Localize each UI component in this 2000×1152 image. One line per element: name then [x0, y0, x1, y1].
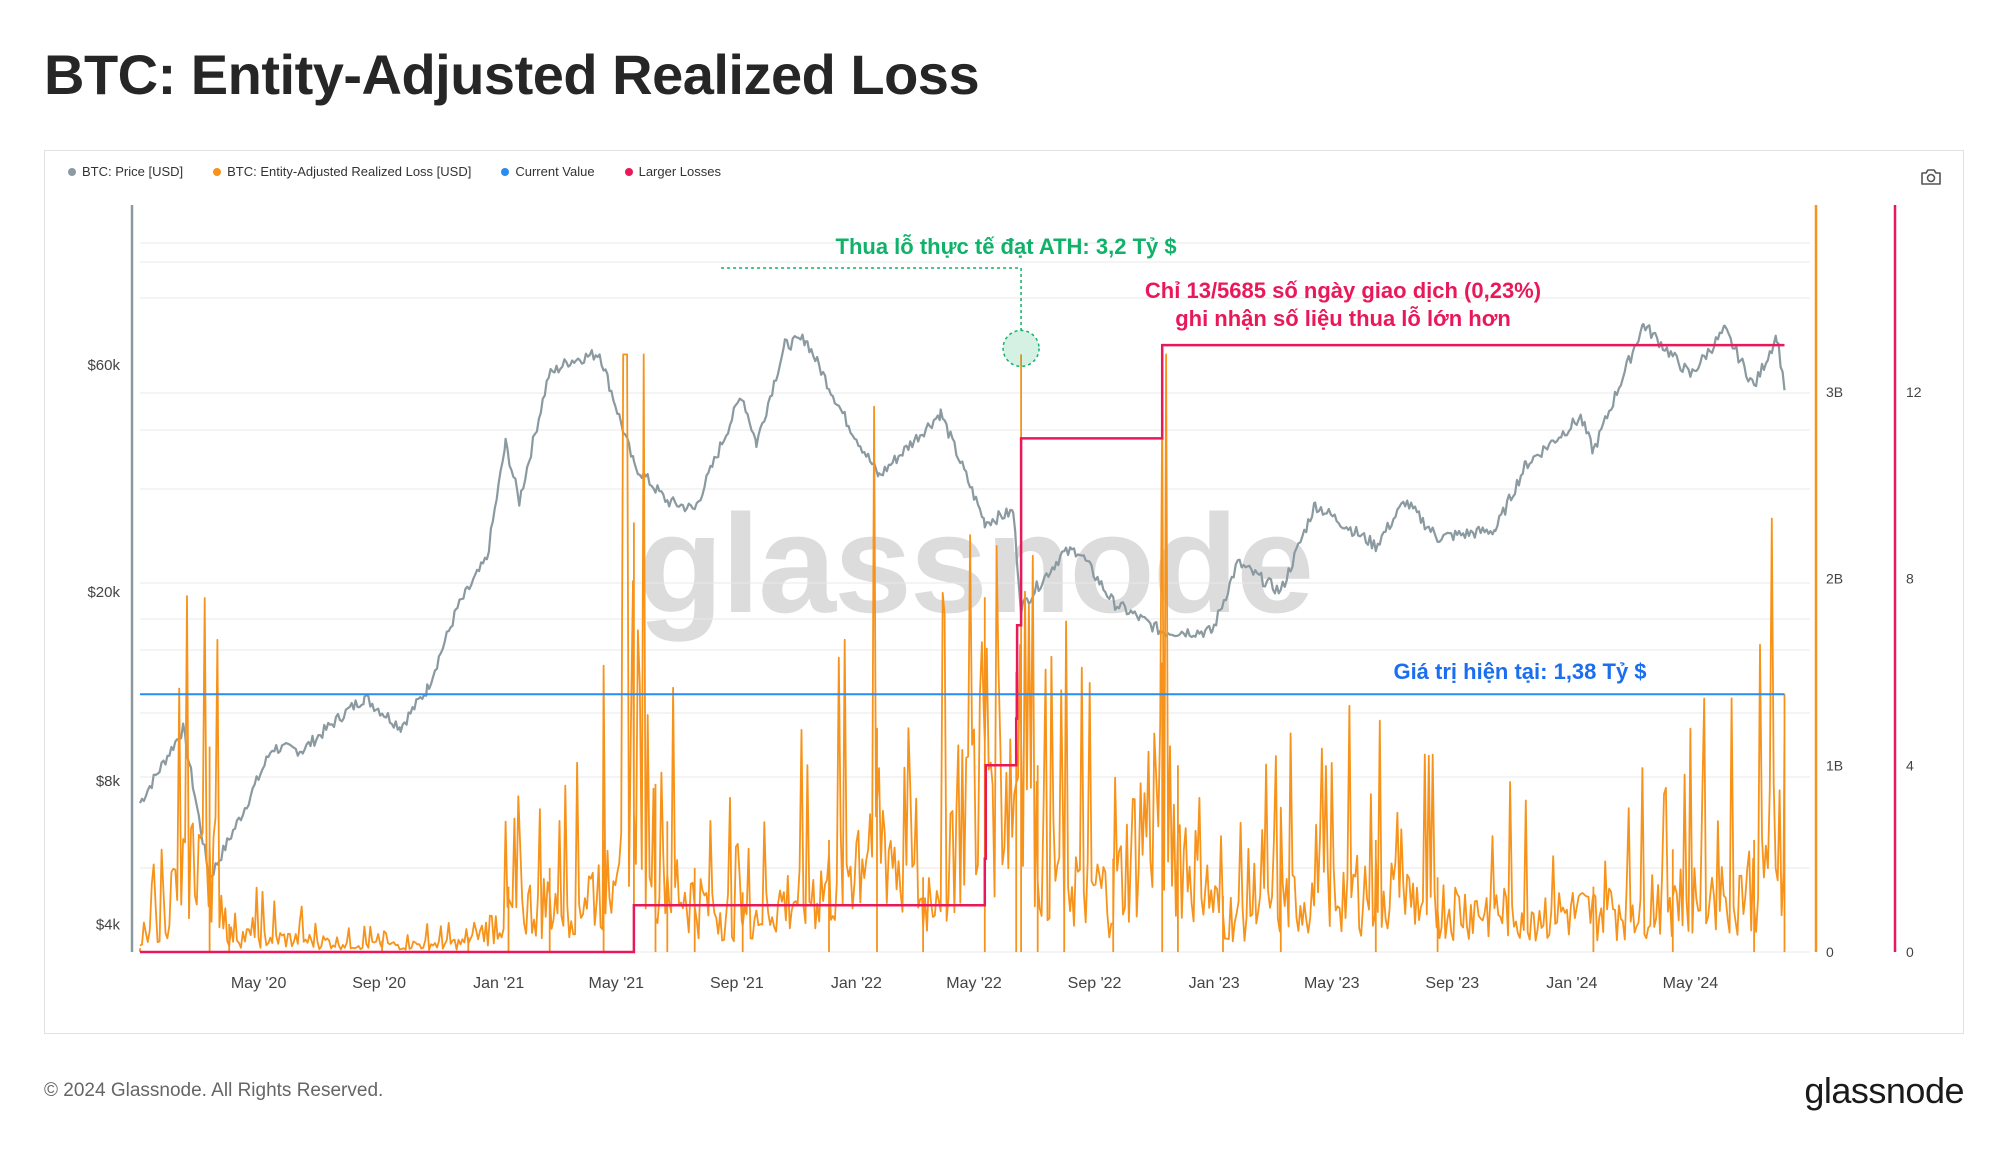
y-price-tick-label-3: $60k — [87, 357, 120, 374]
legend-label-larger-losses: Larger Losses — [638, 164, 721, 179]
ath-annotation-leader — [721, 267, 1022, 331]
x-tick-label-10: Sep '23 — [1425, 975, 1479, 992]
x-tick-label-6: May '22 — [946, 975, 1002, 992]
chart-legend: BTC: Price [USD] BTC: Entity-Adjusted Re… — [68, 164, 721, 179]
legend-item-realized-loss[interactable]: BTC: Entity-Adjusted Realized Loss [USD] — [213, 164, 471, 179]
x-tick-label-5: Jan '22 — [831, 975, 882, 992]
y-loss-tick-label-1: 1B — [1826, 757, 1843, 773]
legend-item-price[interactable]: BTC: Price [USD] — [68, 164, 183, 179]
annotation-ath-text: Thua lỗ thực tế đạt ATH: 3,2 Tỷ $ — [836, 234, 1177, 259]
x-tick-label-12: May '24 — [1663, 975, 1719, 992]
legend-marker-current-value — [501, 167, 510, 176]
x-tick-label-0: May '20 — [231, 975, 287, 992]
series-line-realized-loss — [139, 353, 1786, 952]
legend-label-current-value: Current Value — [515, 164, 595, 179]
y-count-tick-label-3: 12 — [1906, 384, 1922, 400]
x-tick-label-1: Sep '20 — [352, 975, 406, 992]
legend-marker-realized-loss — [213, 167, 222, 176]
page-title: BTC: Entity-Adjusted Realized Loss — [44, 43, 980, 106]
legend-item-larger-losses[interactable]: Larger Losses — [624, 164, 721, 179]
copyright-text: © 2024 Glassnode. All Rights Reserved. — [44, 1080, 384, 1101]
legend-marker-larger-losses — [624, 167, 633, 176]
x-tick-label-2: Jan '21 — [473, 975, 524, 992]
ath-marker-circle — [1002, 329, 1040, 368]
x-tick-label-11: Jan '24 — [1546, 975, 1597, 992]
camera-icon[interactable] — [1920, 168, 1942, 191]
x-tick-label-8: Jan '23 — [1189, 975, 1240, 992]
y-count-tick-label-1: 4 — [1906, 757, 1914, 773]
y-count-tick-label-0: 0 — [1906, 944, 1914, 960]
series-line-price — [139, 322, 1786, 879]
y-price-tick-label-2: $20k — [87, 584, 120, 601]
x-tick-label-4: Sep '21 — [710, 975, 764, 992]
brand-logo: glassnode — [1804, 1070, 1964, 1111]
annotation-current-value-text: Giá trị hiện tại: 1,38 Tỷ $ — [1393, 659, 1646, 684]
series-line-larger-losses — [140, 343, 1785, 954]
legend-label-realized-loss: BTC: Entity-Adjusted Realized Loss [USD] — [227, 164, 472, 179]
y-count-tick-label-2: 8 — [1906, 571, 1914, 587]
legend-marker-price — [68, 167, 76, 176]
annotation-larger-losses-line2: ghi nhận số liệu thua lỗ lớn hơn — [1175, 306, 1511, 331]
x-tick-label-7: Sep '22 — [1068, 975, 1122, 992]
x-tick-label-3: May '21 — [589, 975, 645, 992]
y-loss-tick-label-3: 3B — [1826, 384, 1843, 400]
x-tick-label-9: May '23 — [1304, 975, 1360, 992]
watermark-text: glassnode — [638, 485, 1312, 642]
legend-label-price: BTC: Price [USD] — [82, 164, 184, 179]
y-loss-tick-label-2: 2B — [1826, 571, 1843, 587]
y-loss-tick-label-0: 0 — [1826, 944, 1834, 960]
annotation-larger-losses-line1: Chỉ 13/5685 số ngày giao dịch (0,23%) — [1145, 278, 1541, 303]
chart-panel — [44, 150, 1964, 1034]
y-price-tick-label-0: $4k — [96, 916, 121, 933]
legend-item-current-value[interactable]: Current Value — [501, 164, 595, 179]
y-price-tick-label-1: $8k — [96, 773, 121, 790]
